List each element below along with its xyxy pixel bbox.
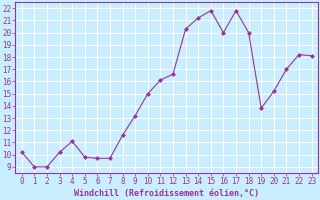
X-axis label: Windchill (Refroidissement éolien,°C): Windchill (Refroidissement éolien,°C) bbox=[74, 189, 259, 198]
